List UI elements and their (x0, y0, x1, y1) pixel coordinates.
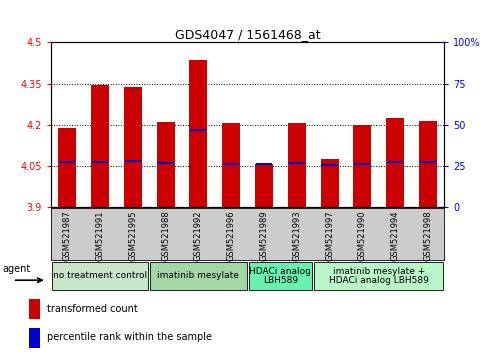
Text: GSM521991: GSM521991 (96, 210, 104, 261)
Bar (249, 262, 312, 291)
Bar (29, 328, 40, 348)
Text: GSM521998: GSM521998 (424, 210, 432, 261)
Bar (157, 162, 174, 164)
Bar (256, 163, 272, 165)
Bar (190, 129, 206, 131)
Bar (354, 125, 371, 207)
Bar (29, 299, 40, 319)
Bar (189, 60, 207, 207)
Bar (156, 122, 174, 207)
Bar (223, 163, 239, 165)
Text: percentile rank within the sample: percentile rank within the sample (47, 332, 212, 342)
Bar (314, 262, 443, 291)
Text: agent: agent (2, 264, 31, 274)
Title: GDS4047 / 1561468_at: GDS4047 / 1561468_at (175, 28, 320, 41)
Bar (150, 262, 246, 291)
Bar (58, 127, 76, 207)
Bar (321, 164, 338, 166)
Text: GSM521993: GSM521993 (292, 210, 301, 261)
Bar (289, 162, 305, 164)
Bar (91, 85, 109, 207)
Bar (386, 118, 404, 207)
Text: transformed count: transformed count (47, 304, 138, 314)
Bar (124, 87, 142, 207)
Text: GSM521997: GSM521997 (325, 210, 334, 261)
Bar (354, 163, 370, 165)
Text: GSM521987: GSM521987 (63, 210, 71, 261)
Text: GSM521992: GSM521992 (194, 210, 203, 261)
Bar (59, 161, 75, 163)
Bar (288, 124, 306, 207)
Bar (420, 161, 436, 163)
Bar (255, 164, 273, 207)
Text: GSM521995: GSM521995 (128, 210, 137, 261)
Text: GSM521989: GSM521989 (259, 210, 269, 261)
Text: GSM521990: GSM521990 (358, 210, 367, 261)
Text: GSM521988: GSM521988 (161, 210, 170, 261)
Bar (419, 121, 437, 207)
Text: no treatment control: no treatment control (53, 272, 147, 280)
Bar (92, 161, 108, 163)
Bar (125, 160, 141, 162)
Text: GSM521994: GSM521994 (391, 210, 399, 261)
Bar (387, 161, 403, 163)
Bar (52, 262, 148, 291)
Text: HDACi analog
LBH589: HDACi analog LBH589 (249, 267, 311, 285)
Text: imatinib mesylate +
HDACi analog LBH589: imatinib mesylate + HDACi analog LBH589 (329, 267, 429, 285)
Text: GSM521996: GSM521996 (227, 210, 236, 261)
Bar (321, 159, 339, 207)
Bar (222, 124, 240, 207)
Text: imatinib mesylate: imatinib mesylate (157, 272, 239, 280)
